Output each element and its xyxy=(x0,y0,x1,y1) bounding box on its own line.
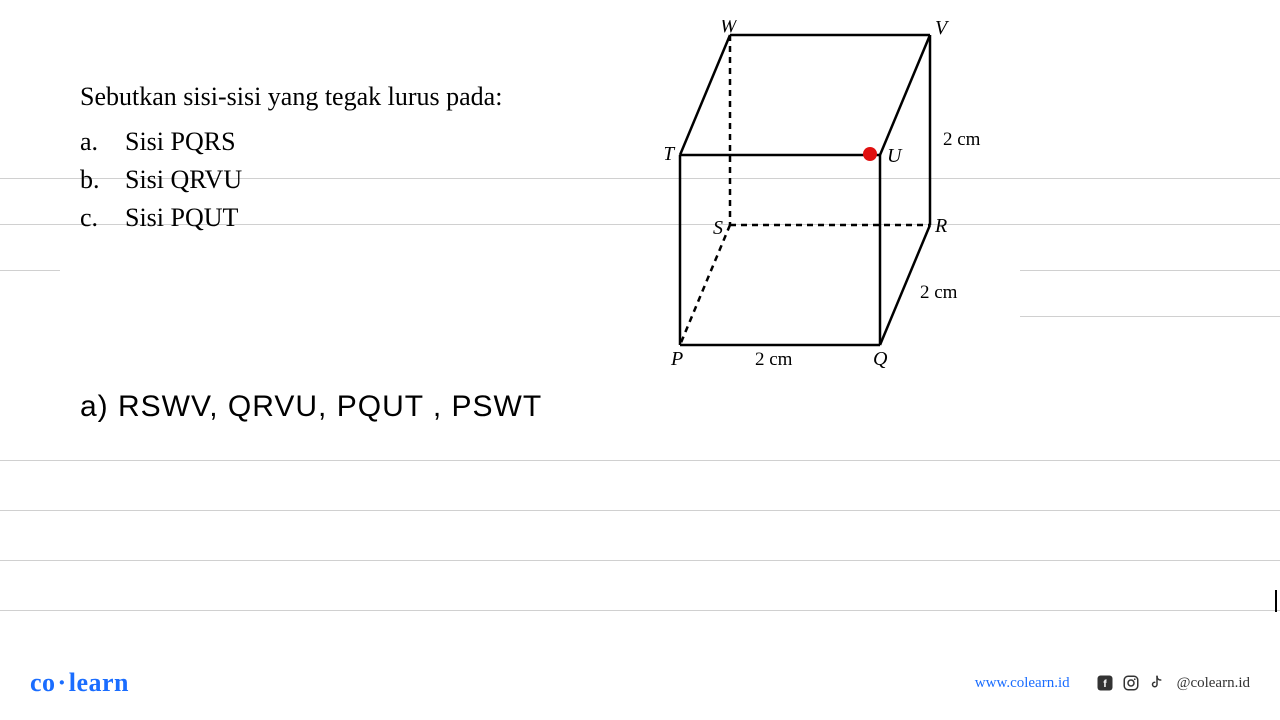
footer: co·learn www.colearn.id f @colearn.id xyxy=(0,668,1280,698)
label-W: W xyxy=(720,20,739,37)
option-text: Sisi PQRS xyxy=(125,127,236,157)
edge-VU xyxy=(880,35,930,155)
dim-right: 2 cm xyxy=(920,282,958,303)
tiktok-icon[interactable] xyxy=(1147,673,1167,693)
brand-logo: co·learn xyxy=(30,668,129,698)
option-letter: c. xyxy=(80,203,125,233)
cube-diagram: W V T U S R P Q 2 cm 2 cm 2 cm xyxy=(665,20,985,370)
logo-dot: · xyxy=(58,668,67,697)
social-icons: f @colearn.id xyxy=(1095,673,1250,693)
option-c: c. Sisi PQUT xyxy=(80,203,502,233)
option-text: Sisi QRVU xyxy=(125,165,242,195)
label-V: V xyxy=(935,20,950,39)
instagram-icon[interactable] xyxy=(1121,673,1141,693)
option-letter: a. xyxy=(80,127,125,157)
logo-left: co xyxy=(30,668,56,697)
handwritten-answer: a) RSWV, QRVU, PQUT , PSWT xyxy=(80,390,542,424)
dim-top-right: 2 cm xyxy=(943,129,981,150)
label-S: S xyxy=(713,217,723,239)
option-b: b. Sisi QRVU xyxy=(80,165,502,195)
option-text: Sisi PQUT xyxy=(125,203,238,233)
edge-SP xyxy=(680,225,730,345)
label-U: U xyxy=(887,145,903,167)
social-handle: @colearn.id xyxy=(1177,675,1250,692)
text-cursor xyxy=(1275,590,1277,612)
option-a: a. Sisi PQRS xyxy=(80,127,502,157)
facebook-icon[interactable]: f xyxy=(1095,673,1115,693)
label-P: P xyxy=(670,348,683,370)
logo-right: learn xyxy=(69,668,129,697)
option-letter: b. xyxy=(80,165,125,195)
label-Q: Q xyxy=(873,348,888,370)
option-list: a. Sisi PQRS b. Sisi QRVU c. Sisi PQUT xyxy=(80,127,502,233)
website-url[interactable]: www.colearn.id xyxy=(975,675,1070,692)
svg-text:f: f xyxy=(1103,678,1107,690)
question-block: Sebutkan sisi-sisi yang tegak lurus pada… xyxy=(80,75,502,241)
dim-bottom: 2 cm xyxy=(755,349,793,370)
marker-dot xyxy=(863,147,877,161)
label-R: R xyxy=(934,215,947,237)
label-T: T xyxy=(665,143,676,165)
edge-TW xyxy=(680,35,730,155)
question-prompt: Sebutkan sisi-sisi yang tegak lurus pada… xyxy=(80,75,502,119)
